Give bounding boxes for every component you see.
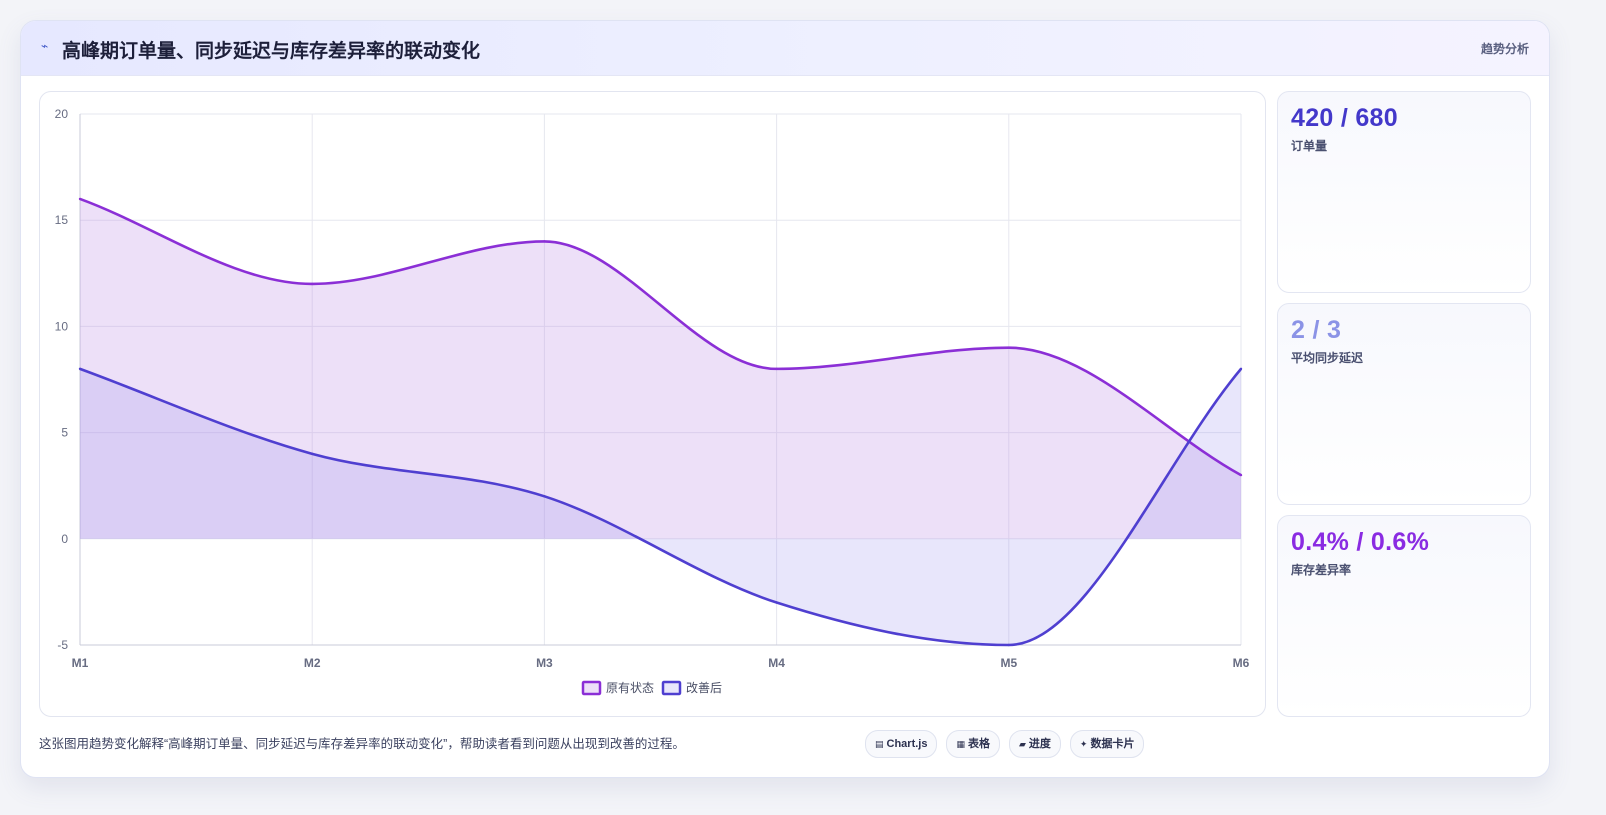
card-header: ⌁ 高峰期订单量、同步延迟与库存差异率的联动变化 趋势分析 bbox=[21, 21, 1549, 76]
trend-line-icon: ⌁ bbox=[41, 39, 49, 53]
progress-icon: ▰ bbox=[1019, 739, 1026, 749]
analysis-tag: 趋势分析 bbox=[1480, 42, 1529, 56]
stat-label: 库存差异率 bbox=[1291, 563, 1352, 577]
x-tick-label: M4 bbox=[768, 656, 785, 670]
legend-swatch bbox=[661, 680, 682, 696]
chip-label: 进度 bbox=[1028, 738, 1051, 750]
stat-card-orders: 420 / 680 订单量 bbox=[1277, 91, 1531, 293]
stat-label: 平均同步延迟 bbox=[1291, 351, 1364, 365]
x-tick-label: M1 bbox=[72, 656, 89, 670]
chart-card: ⌁ 高峰期订单量、同步延迟与库存差异率的联动变化 趋势分析 -5 0 5 10 15 20… bbox=[20, 20, 1550, 778]
y-tick-label: 5 bbox=[61, 426, 68, 440]
legend-label: 原有状态 bbox=[606, 681, 654, 695]
chip-label: 数据卡片 bbox=[1090, 738, 1135, 750]
chip-chartjs[interactable]: ▤ Chart.js bbox=[865, 730, 938, 758]
data-point bbox=[1239, 367, 1243, 371]
stat-label: 订单量 bbox=[1291, 139, 1328, 153]
data-point bbox=[543, 495, 546, 498]
data-point bbox=[775, 367, 778, 371]
series-area-1 bbox=[80, 368, 1241, 645]
x-tick-label: M3 bbox=[536, 656, 553, 670]
data-point bbox=[543, 240, 546, 243]
stat-card-latency: 2 / 3 平均同步延迟 bbox=[1277, 303, 1531, 505]
chart-panel: -5 0 5 10 15 20 M1 M2 M3 M4 M5 M6 原有状态 改善后 bbox=[39, 91, 1266, 717]
stat-value: 0.4% / 0.6% bbox=[1291, 528, 1430, 556]
x-tick-label: M5 bbox=[1000, 656, 1017, 670]
y-tick-label: -5 bbox=[57, 638, 68, 652]
chip-label: Chart.js bbox=[886, 738, 928, 750]
data-card-icon: ✦ bbox=[1079, 739, 1088, 749]
chart-icon: ▤ bbox=[875, 739, 884, 749]
data-point bbox=[311, 452, 314, 456]
table-icon: ▦ bbox=[956, 739, 965, 749]
legend-swatch bbox=[581, 680, 602, 696]
data-point bbox=[1007, 643, 1010, 647]
data-point bbox=[78, 367, 82, 371]
stat-card-inventory: 0.4% / 0.6% 库存差异率 bbox=[1277, 515, 1531, 717]
chip-progress[interactable]: ▰ 进度 bbox=[1009, 730, 1061, 758]
legend-label: 改善后 bbox=[686, 680, 722, 695]
series-line-1 bbox=[79, 367, 1242, 647]
x-tick-label: M2 bbox=[304, 656, 321, 670]
y-tick-label: 15 bbox=[55, 213, 69, 227]
chip-data-card[interactable]: ✦ 数据卡片 bbox=[1069, 730, 1145, 758]
data-point bbox=[775, 601, 778, 604]
stat-value: 420 / 680 bbox=[1291, 104, 1398, 132]
area-chart: -5 0 5 10 15 20 M1 M2 M3 M4 M5 M6 原有状态 改善后 bbox=[55, 107, 1250, 696]
page-title: 高峰期订单量、同步延迟与库存差异率的联动变化 bbox=[62, 41, 481, 62]
x-tick-label: M6 bbox=[1233, 656, 1250, 670]
data-point bbox=[78, 197, 82, 201]
data-point bbox=[1007, 346, 1010, 349]
data-point bbox=[311, 282, 314, 286]
chip-table[interactable]: ▦ 表格 bbox=[946, 730, 1000, 758]
chart-description: 这张图用趋势变化解释“高峰期订单量、同步延迟与库存差异率的联动变化”，帮助读者看… bbox=[39, 737, 685, 751]
y-tick-label: 0 bbox=[61, 532, 68, 546]
tech-chips: ▤ Chart.js ▦ 表格 ▰ 进度 ✦ 数据卡片 bbox=[865, 730, 1145, 758]
chip-label: 表格 bbox=[968, 738, 990, 750]
stat-value: 2 / 3 bbox=[1291, 316, 1342, 344]
series-area-0 bbox=[80, 198, 1241, 539]
y-tick-label: 20 bbox=[55, 107, 69, 121]
data-point bbox=[1239, 473, 1243, 477]
series-line-0 bbox=[79, 197, 1242, 477]
y-tick-label: 10 bbox=[55, 319, 69, 333]
